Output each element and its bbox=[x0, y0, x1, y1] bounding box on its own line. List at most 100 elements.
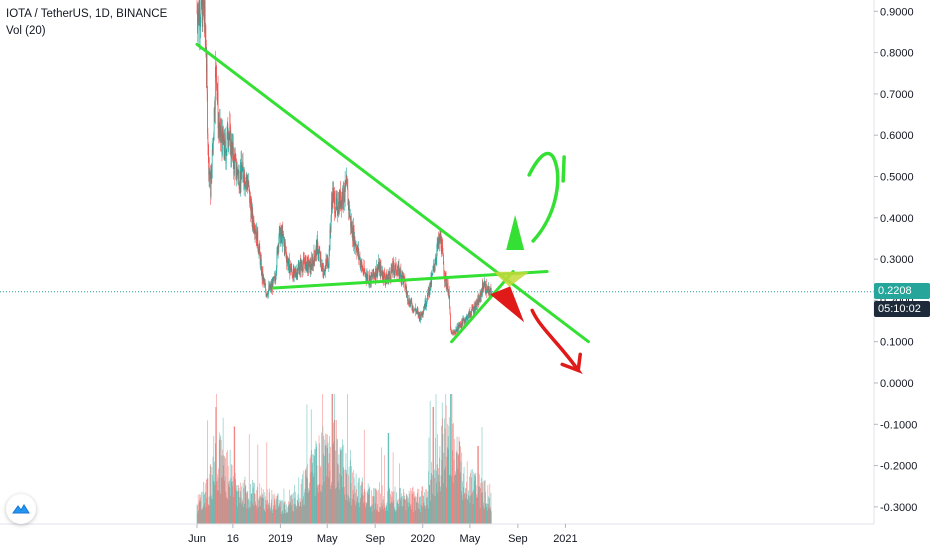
candle-body bbox=[424, 306, 426, 308]
volume-bar bbox=[441, 460, 443, 524]
volume-bar bbox=[354, 492, 356, 524]
candle-body bbox=[243, 168, 244, 179]
volume-bar bbox=[448, 416, 450, 524]
candle-body bbox=[299, 270, 300, 274]
volume-bar bbox=[294, 484, 295, 524]
candle-body bbox=[220, 118, 221, 137]
candle-body bbox=[264, 285, 266, 286]
candle-body bbox=[284, 243, 286, 246]
candle-body bbox=[253, 230, 255, 232]
symbol-title[interactable]: IOTA / TetherUS, 1D, BINANCE bbox=[6, 8, 168, 20]
candle-body bbox=[198, 7, 200, 22]
candle-body bbox=[308, 259, 309, 270]
candle-body bbox=[251, 205, 252, 208]
volume-bar bbox=[220, 493, 221, 524]
volume-bar bbox=[362, 495, 364, 524]
volume-bar bbox=[280, 501, 281, 524]
volume-bar bbox=[443, 452, 445, 524]
volume-bar bbox=[476, 497, 477, 524]
time-tick-label: Sep bbox=[365, 533, 385, 545]
volume-bar bbox=[346, 494, 348, 524]
candle-body bbox=[416, 311, 417, 313]
candle-body bbox=[224, 137, 226, 156]
volume-indicator-label[interactable]: Vol (20) bbox=[6, 25, 46, 37]
candle-body bbox=[333, 191, 335, 193]
candle-body bbox=[316, 238, 318, 255]
volume-bar bbox=[382, 505, 383, 524]
candle-body bbox=[333, 192, 335, 196]
candle-body bbox=[362, 269, 364, 274]
candle-body bbox=[423, 309, 425, 311]
candle-body bbox=[229, 125, 231, 127]
candle-body bbox=[236, 174, 238, 177]
volume-bar bbox=[422, 486, 424, 524]
volume-bar bbox=[482, 492, 483, 524]
candle-body bbox=[352, 226, 354, 241]
price-tick-label: 0.6000 bbox=[880, 130, 914, 142]
trendline-drawings bbox=[195, 42, 590, 375]
volume-bar bbox=[294, 504, 296, 524]
candle-body bbox=[198, 3, 199, 15]
candle-body bbox=[476, 300, 477, 310]
volume-bar bbox=[437, 492, 439, 524]
volume-bar bbox=[353, 477, 355, 524]
candle-body bbox=[441, 244, 443, 254]
tradingview-logo[interactable] bbox=[6, 494, 36, 524]
volume-bar bbox=[291, 494, 292, 524]
candle-body bbox=[398, 265, 400, 278]
candle-body bbox=[207, 145, 209, 150]
volume-bar bbox=[365, 507, 366, 524]
volume-bar bbox=[387, 491, 388, 524]
candle-body bbox=[231, 143, 233, 160]
candle-body bbox=[483, 282, 485, 287]
candle-body bbox=[423, 310, 424, 314]
candle-body bbox=[213, 141, 214, 144]
candle-body bbox=[466, 316, 468, 318]
candle-body bbox=[264, 282, 265, 284]
volume-bar bbox=[405, 510, 407, 524]
volume-bar bbox=[371, 505, 373, 524]
candle-body bbox=[354, 244, 356, 245]
volume-bar bbox=[250, 484, 251, 524]
price-axis: 0.90000.80000.70000.60000.50000.40000.30… bbox=[874, 6, 917, 514]
volume-bar bbox=[369, 486, 371, 524]
candle-body bbox=[439, 235, 441, 241]
volume-bar bbox=[377, 510, 379, 524]
volume-bar bbox=[252, 479, 253, 524]
candle-body bbox=[470, 313, 472, 316]
candle-body bbox=[202, 0, 204, 27]
candle-body bbox=[220, 135, 222, 137]
volume-bar bbox=[272, 494, 274, 524]
candle-body bbox=[371, 274, 373, 277]
candle-body bbox=[236, 159, 237, 177]
volume-bar bbox=[490, 506, 491, 524]
candle-body bbox=[390, 278, 392, 280]
candle-body bbox=[332, 187, 334, 205]
volume-bar bbox=[457, 455, 459, 524]
volume-bar bbox=[391, 496, 393, 524]
candle-body bbox=[428, 290, 429, 296]
candle-body bbox=[221, 141, 223, 155]
candle-body bbox=[340, 200, 342, 208]
candle-body bbox=[216, 87, 218, 90]
volume-bar bbox=[219, 432, 220, 524]
candle-body bbox=[339, 190, 341, 207]
volume-bar bbox=[223, 465, 224, 524]
volume-bar bbox=[413, 491, 415, 524]
volume-bar bbox=[358, 502, 360, 524]
volume-bar bbox=[360, 485, 362, 524]
volume-bar bbox=[337, 439, 338, 524]
candle-body bbox=[459, 323, 461, 325]
volume-bar bbox=[236, 491, 238, 524]
candle-body bbox=[310, 269, 312, 271]
volume-bars bbox=[196, 394, 492, 524]
candle-body bbox=[483, 286, 484, 290]
volume-bar bbox=[239, 503, 241, 524]
candlesticks bbox=[196, 0, 492, 336]
volume-bar bbox=[402, 498, 404, 524]
volume-bar bbox=[361, 477, 363, 524]
candle-body bbox=[288, 258, 289, 265]
volume-bar bbox=[310, 409, 312, 524]
volume-bar bbox=[324, 433, 326, 524]
